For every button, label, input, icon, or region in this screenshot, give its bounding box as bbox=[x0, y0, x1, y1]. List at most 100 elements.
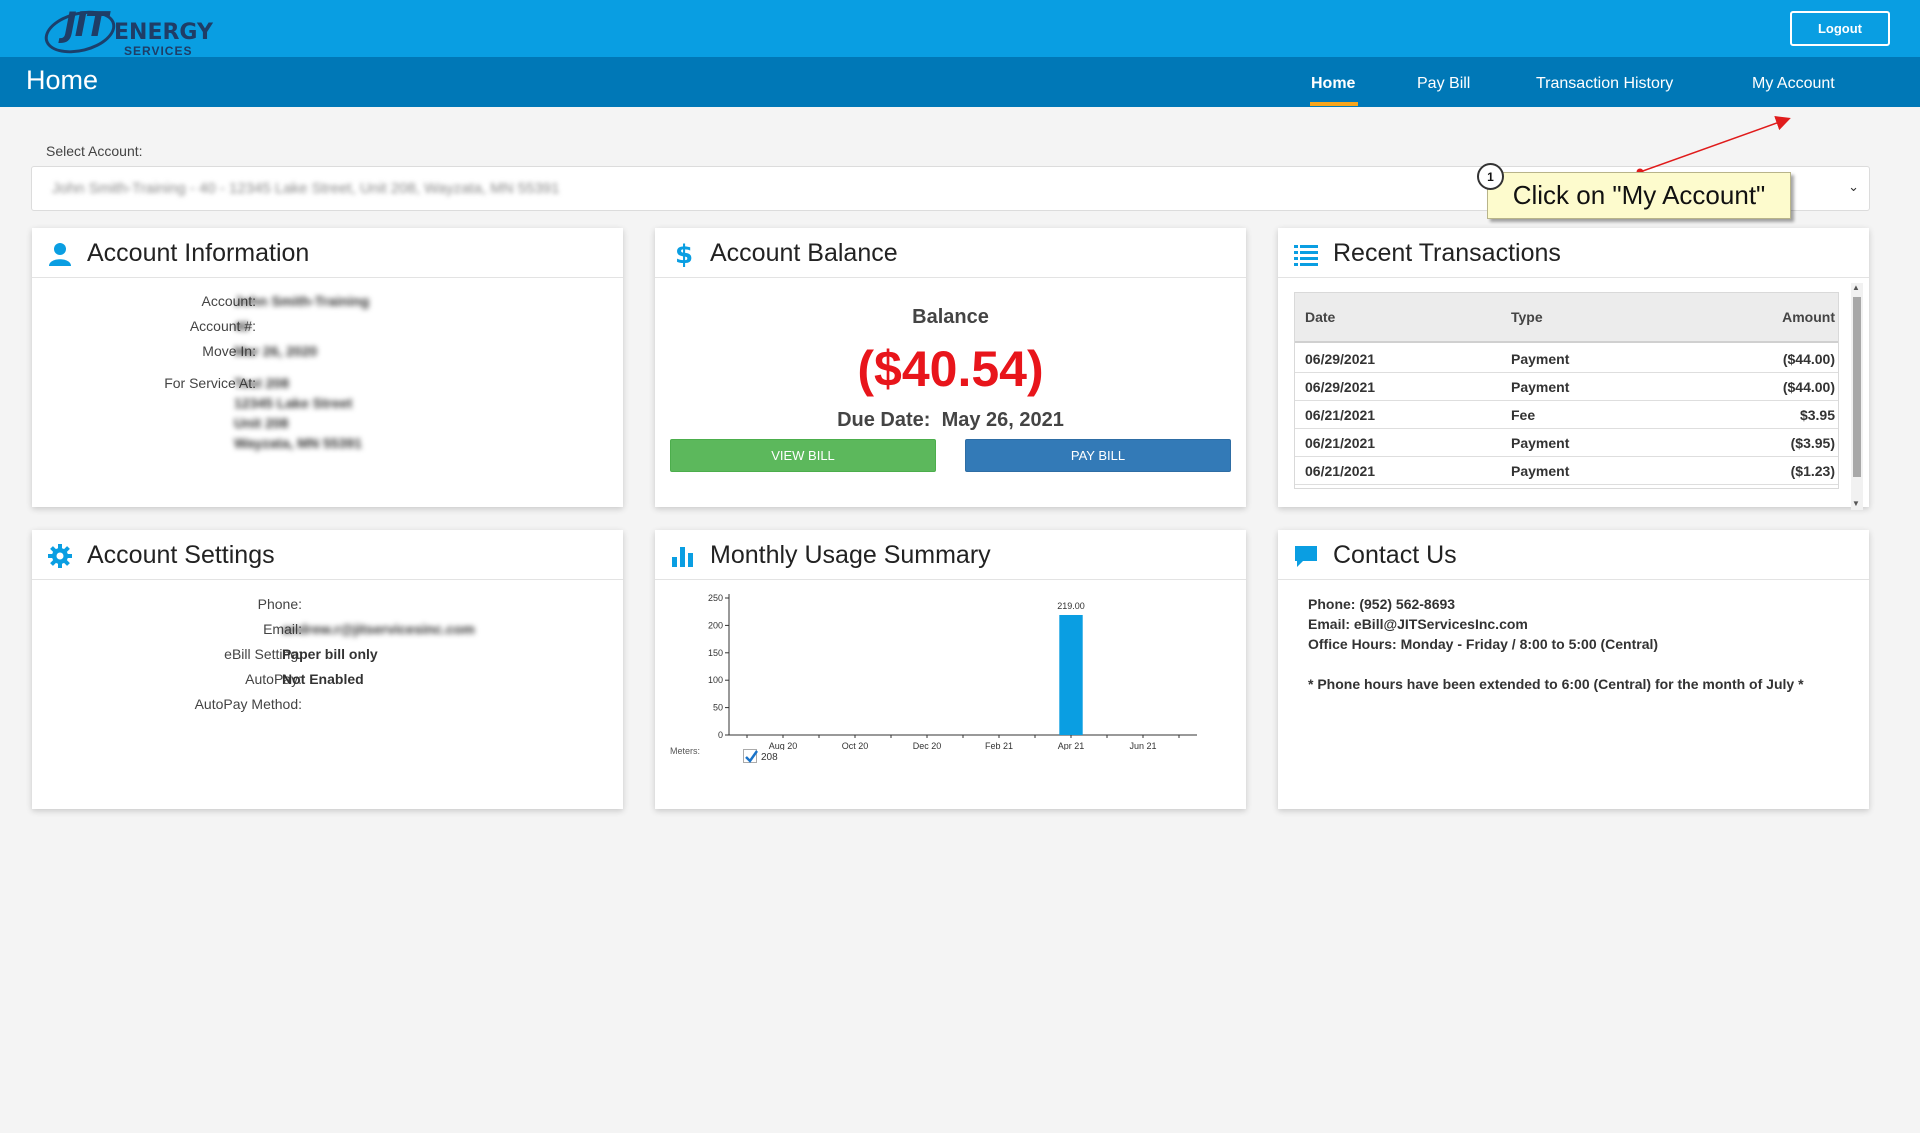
info-value: John Smith-Training bbox=[234, 293, 370, 309]
chat-icon bbox=[1295, 546, 1317, 567]
annotation-callout: Click on "My Account" bbox=[1487, 172, 1791, 219]
nav-home[interactable]: Home bbox=[1311, 75, 1356, 92]
transactions-table: Date Type Amount 06/29/2021 Payment ($44… bbox=[1294, 292, 1839, 489]
table-row[interactable]: 06/21/2021 Payment ($1.23) bbox=[1295, 457, 1838, 485]
info-value: 40 bbox=[234, 318, 250, 334]
usage-bar bbox=[1059, 614, 1083, 735]
info-label: For Service At: bbox=[164, 375, 256, 391]
tx-date: 06/29/2021 bbox=[1305, 379, 1376, 395]
jit-energy-logo[interactable]: JIT ENERGY SERVICES bbox=[40, 2, 230, 61]
nav-bar: Home Home Pay Bill Transaction History M… bbox=[0, 57, 1920, 107]
monthly-usage-card: Monthly Usage Summary 050100150200250Jul… bbox=[655, 530, 1246, 809]
setting-label: Email: bbox=[263, 621, 302, 637]
contact-notice: * Phone hours have been extended to 6:00… bbox=[1308, 676, 1804, 692]
selected-account-value: John Smith-Training - 40 - 12345 Lake St… bbox=[52, 180, 560, 197]
table-row[interactable]: 06/29/2021 Payment ($44.00) bbox=[1295, 373, 1838, 401]
logo-text-services: SERVICES bbox=[124, 44, 193, 58]
tx-date: 06/29/2021 bbox=[1305, 351, 1376, 367]
account-balance-card: $ Account Balance Balance ($40.54) Due D… bbox=[655, 228, 1246, 507]
transactions-scrollbar[interactable]: ▲ ▼ bbox=[1851, 283, 1863, 510]
info-label: Move In: bbox=[202, 343, 256, 359]
card-header: Account Information bbox=[32, 228, 623, 278]
bar-data-label: 219.00 bbox=[1057, 601, 1085, 611]
card-header: Monthly Usage Summary bbox=[655, 530, 1246, 580]
y-tick-label: 200 bbox=[708, 620, 723, 630]
select-account-label: Select Account: bbox=[46, 143, 143, 159]
meter-checkbox[interactable] bbox=[743, 749, 759, 763]
nav-transaction-history[interactable]: Transaction History bbox=[1536, 75, 1674, 92]
tx-date: 06/21/2021 bbox=[1305, 407, 1376, 423]
tx-amount: $3.95 bbox=[1799, 407, 1835, 423]
account-balance-title: Account Balance bbox=[710, 239, 898, 267]
account-information-title: Account Information bbox=[87, 239, 310, 267]
scroll-down-arrow-icon[interactable]: ▼ bbox=[1852, 499, 1860, 508]
contact-phone: Phone: (952) 562-8693 bbox=[1308, 596, 1456, 612]
account-settings-card: Account Settings Phone: Email: andrew.r@… bbox=[32, 530, 623, 809]
due-date-value: May 26, 2021 bbox=[941, 409, 1064, 431]
contact-email: Email: eBill@JITServicesInc.com bbox=[1308, 616, 1528, 632]
contact-us-card: Contact Us Phone: (952) 562-8693 Email: … bbox=[1278, 530, 1869, 809]
svg-text:$: $ bbox=[675, 241, 693, 267]
column-header-date[interactable]: Date bbox=[1305, 309, 1336, 325]
tx-type: Payment bbox=[1511, 379, 1570, 395]
account-settings-title: Account Settings bbox=[87, 541, 275, 569]
nav-my-account[interactable]: My Account bbox=[1752, 75, 1835, 92]
y-tick-label: 100 bbox=[708, 675, 723, 685]
dollar-icon: $ bbox=[675, 241, 693, 267]
view-bill-button[interactable]: VIEW BILL bbox=[670, 439, 936, 472]
bar-chart-icon bbox=[672, 547, 693, 567]
service-address-line: Test 208 bbox=[234, 375, 289, 391]
setting-label: AutoPay Method: bbox=[194, 696, 302, 712]
balance-caption: Balance bbox=[912, 306, 989, 328]
recent-transactions-card: Recent Transactions Date Type Amount 06/… bbox=[1278, 228, 1869, 510]
setting-label: AutoPay: bbox=[245, 671, 302, 687]
list-icon bbox=[1294, 245, 1318, 266]
pay-bill-button[interactable]: PAY BILL bbox=[965, 439, 1231, 472]
info-value: Mar 26, 2020 bbox=[234, 343, 318, 359]
tx-date: 06/21/2021 bbox=[1305, 435, 1376, 451]
x-tick-label: Jun 21 bbox=[1129, 741, 1156, 750]
tx-type: Payment bbox=[1511, 463, 1570, 479]
meters-label: Meters: bbox=[670, 746, 701, 756]
setting-value: Paper bill only bbox=[282, 646, 378, 662]
x-tick-label: Aug 20 bbox=[769, 741, 798, 750]
balance-amount: ($40.54) bbox=[857, 341, 1044, 397]
x-tick-label: Apr 21 bbox=[1058, 741, 1085, 750]
card-header: Recent Transactions bbox=[1278, 228, 1869, 278]
x-tick-label: Dec 20 bbox=[913, 741, 942, 750]
column-header-type[interactable]: Type bbox=[1511, 309, 1543, 325]
table-row[interactable]: 06/21/2021 Payment ($3.95) bbox=[1295, 429, 1838, 457]
card-header: $ Account Balance bbox=[655, 228, 1246, 278]
tx-amount: ($44.00) bbox=[1782, 351, 1835, 367]
tx-amount: ($1.23) bbox=[1790, 463, 1835, 479]
info-label: Account: bbox=[201, 293, 256, 309]
gear-icon bbox=[48, 544, 72, 568]
table-row[interactable]: 06/21/2021 Fee $3.95 bbox=[1295, 401, 1838, 429]
tx-amount: ($44.00) bbox=[1782, 379, 1835, 395]
tx-type: Fee bbox=[1511, 407, 1536, 423]
scrollbar-thumb[interactable] bbox=[1853, 297, 1861, 477]
logout-button[interactable]: Logout bbox=[1790, 11, 1890, 46]
step-number-badge: 1 bbox=[1477, 163, 1504, 190]
tx-type: Payment bbox=[1511, 351, 1570, 367]
setting-value: andrew.r@jitservicesinc.com bbox=[282, 621, 475, 637]
nav-pay-bill[interactable]: Pay Bill bbox=[1417, 75, 1471, 92]
user-icon bbox=[49, 243, 71, 266]
scroll-up-arrow-icon[interactable]: ▲ bbox=[1852, 283, 1860, 292]
card-header: Account Settings bbox=[32, 530, 623, 580]
due-date: Due Date: May 26, 2021 bbox=[655, 409, 1246, 432]
recent-transactions-title: Recent Transactions bbox=[1333, 239, 1561, 267]
table-header: Date Type Amount bbox=[1295, 293, 1838, 343]
top-bar: JIT ENERGY SERVICES Logout bbox=[0, 0, 1920, 61]
y-tick-label: 150 bbox=[708, 648, 723, 658]
column-header-amount[interactable]: Amount bbox=[1782, 309, 1835, 325]
account-information-card: Account Information Account: John Smith-… bbox=[32, 228, 623, 507]
setting-value: Not Enabled bbox=[282, 671, 364, 687]
table-row[interactable]: 06/29/2021 Payment ($44.00) bbox=[1295, 345, 1838, 373]
meter-name: 208 bbox=[761, 752, 778, 763]
x-tick-label: Feb 21 bbox=[985, 741, 1013, 750]
checkmark-icon bbox=[745, 750, 759, 763]
active-nav-indicator bbox=[1310, 102, 1358, 106]
info-label: Account #: bbox=[189, 318, 256, 334]
